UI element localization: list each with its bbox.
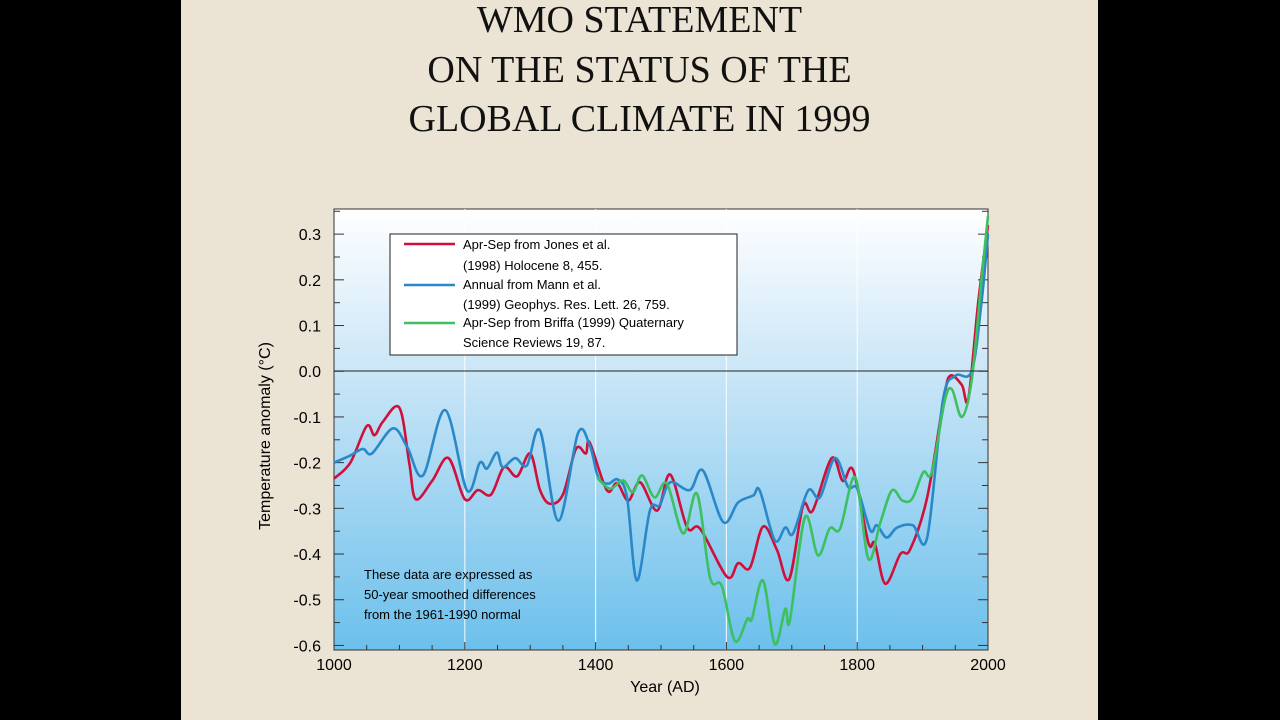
x-tick-label: 1000 <box>316 657 352 674</box>
annotation-line: from the 1961-1990 normal <box>364 607 521 622</box>
x-tick-label: 1400 <box>578 657 614 674</box>
y-tick-label: -0.1 <box>293 410 321 427</box>
y-tick-label: 0.0 <box>299 364 321 381</box>
x-tick-label: 1800 <box>839 657 875 674</box>
legend-label: Apr-Sep from Jones et al. <box>463 237 610 252</box>
y-tick-label: -0.6 <box>293 638 321 655</box>
y-tick-label: 0.1 <box>299 319 321 336</box>
legend: Apr-Sep from Jones et al. (1998) Holocen… <box>389 233 738 356</box>
y-tick-label: -0.2 <box>293 456 321 473</box>
y-tick-label: -0.4 <box>293 547 321 564</box>
y-tick-label: 0.2 <box>299 273 321 290</box>
y-tick-label: 0.3 <box>299 227 321 244</box>
legend-label: Apr-Sep from Briffa (1999) Quaternary <box>463 315 684 330</box>
legend-box <box>389 233 738 356</box>
title-line-2: ON THE STATUS OF THE <box>427 49 852 91</box>
legend-label: (1998) Holocene 8, 455. <box>463 258 602 273</box>
title-line-3: GLOBAL CLIMATE IN 1999 <box>408 98 871 140</box>
series-line-mann <box>333 234 990 582</box>
series-line-briffa <box>595 215 990 646</box>
x-axis-label: Year (AD) <box>630 679 700 696</box>
title-line-1: WMO STATEMENT <box>476 0 803 41</box>
legend-label: Science Reviews 19, 87. <box>463 335 605 350</box>
legend-label: (1999) Geophys. Res. Lett. 26, 759. <box>463 297 670 312</box>
y-axis-label: Temperature anomaly (°C) <box>257 342 274 530</box>
x-tick-label: 2000 <box>970 657 1006 674</box>
legend-label: Annual from Mann et al. <box>463 277 601 292</box>
y-tick-label: -0.3 <box>293 501 321 518</box>
x-tick-label: 1200 <box>447 657 483 674</box>
annotation-line: 50-year smoothed differences <box>364 587 536 602</box>
x-tick-label: 1600 <box>709 657 745 674</box>
annotation-line: These data are expressed as <box>364 567 533 582</box>
y-tick-label: -0.5 <box>293 593 321 610</box>
